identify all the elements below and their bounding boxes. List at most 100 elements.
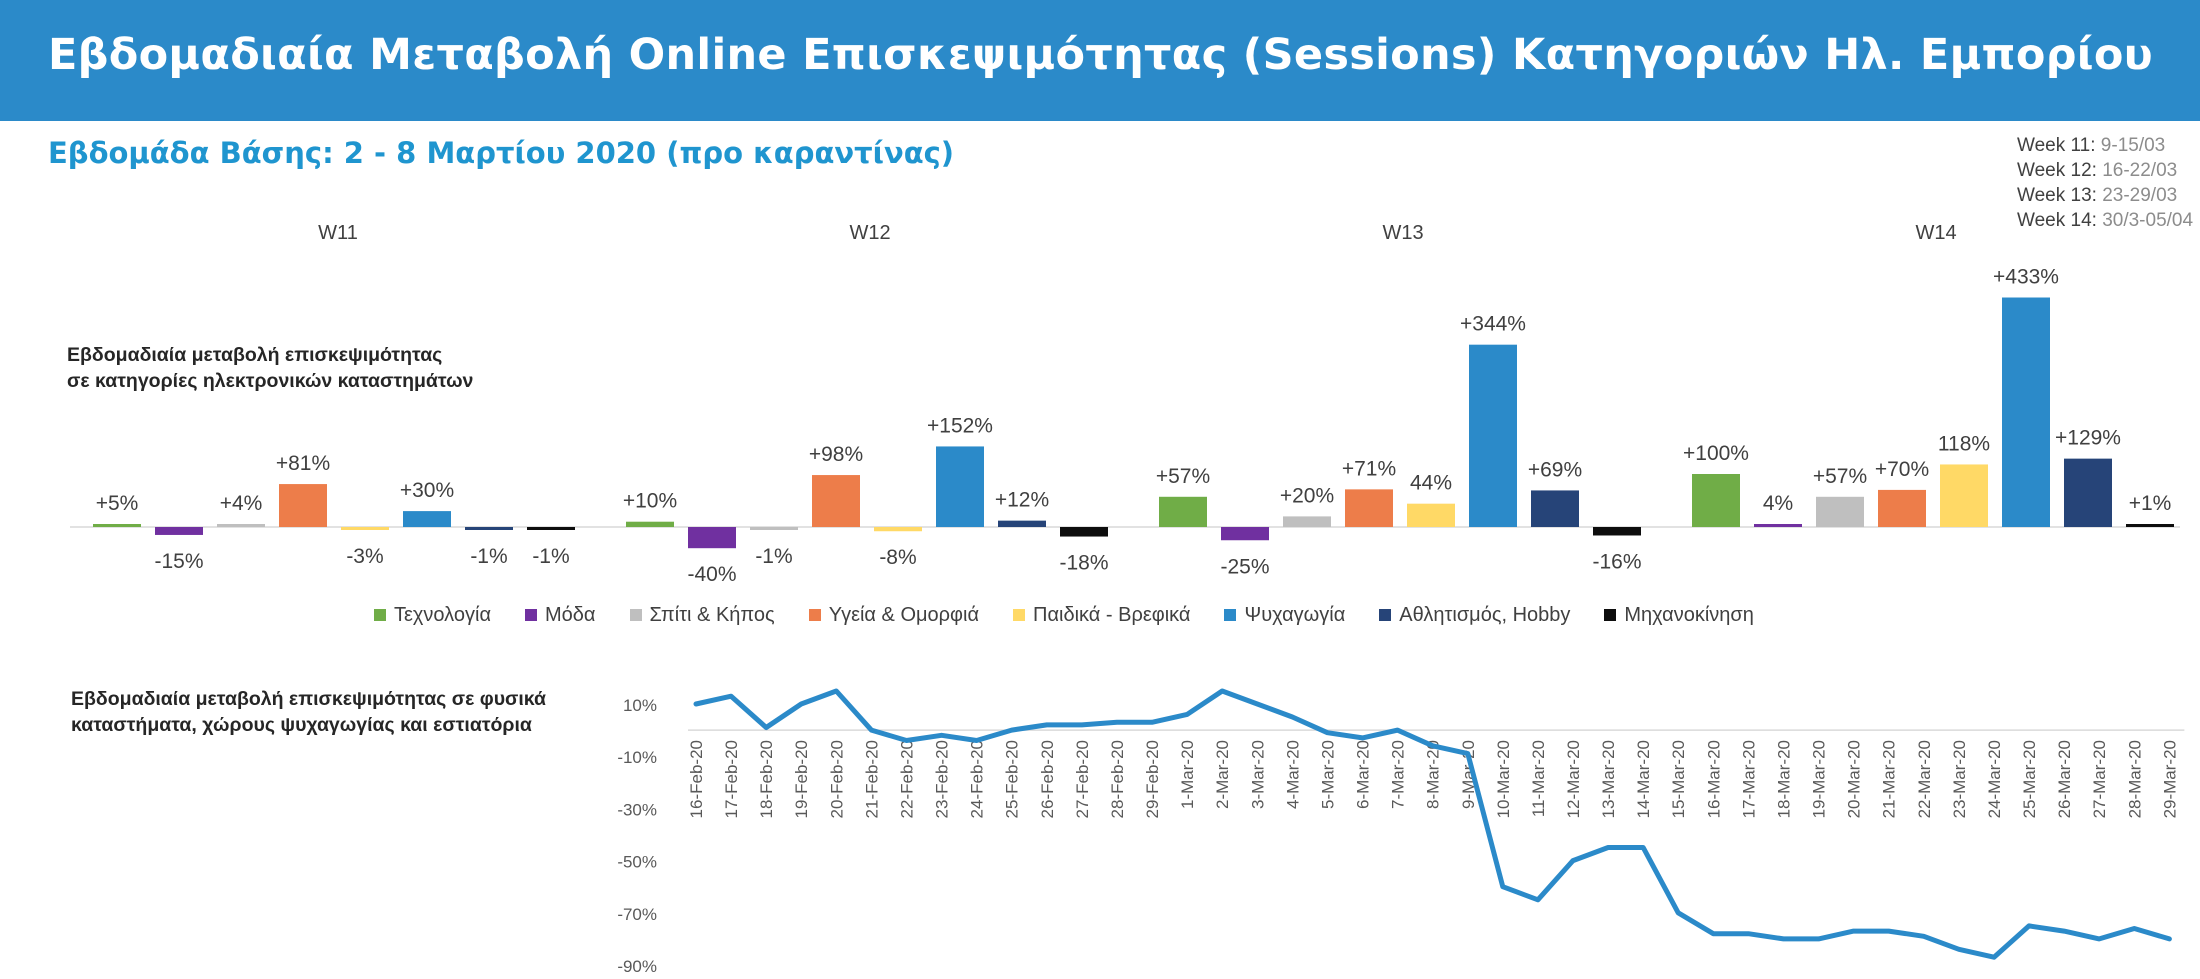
x-tick-label: 17-Mar-20 [1739,740,1758,818]
bar-w13-1 [1221,527,1269,541]
bar-data-label: -16% [1592,550,1641,573]
bar-w11-5 [403,511,451,527]
x-tick-label: 16-Feb-20 [687,740,706,818]
x-tick-label: 3-Mar-20 [1248,740,1267,809]
bar-data-label: +57% [1813,465,1867,488]
legend-swatch [1013,609,1025,621]
x-tick-label: 28-Feb-20 [1108,740,1127,818]
bar-w12-7 [1060,527,1108,537]
week-header-w13: W13 [1382,222,1424,244]
legend-item: Σπίτι & Κήπος [629,603,775,627]
x-tick-label: 5-Mar-20 [1318,740,1337,809]
x-tick-label: 29-Mar-20 [2160,740,2179,818]
week-date-legend: Week 11: 9-15/03 Week 12: 16-22/03 Week … [2017,133,2193,233]
bar-w14-1 [1754,524,1802,527]
legend-swatch [629,609,642,621]
x-tick-label: 15-Mar-20 [1669,740,1688,818]
bar-data-label: -40% [687,563,736,586]
bar-w13-6 [1531,490,1579,527]
x-tick-label: 25-Feb-20 [1003,740,1022,818]
x-tick-label: 24-Feb-20 [968,740,987,818]
x-tick-label: 21-Feb-20 [862,740,881,818]
bar-w11-0 [93,524,141,527]
legend-swatch [1604,609,1617,621]
week-header-w12: W12 [849,222,891,244]
week-header-w14: W14 [1915,222,1957,244]
x-tick-label: 23-Mar-20 [1950,740,1969,818]
bar-data-label: +98% [809,443,863,466]
x-tick-label: 9-Mar-20 [1459,740,1478,809]
x-tick-label: 25-Mar-20 [2020,740,2039,818]
week-header-w11: W11 [318,222,358,244]
bar-data-label: -3% [346,545,383,568]
x-tick-label: 10-Mar-20 [1494,740,1513,818]
bar-data-label: +344% [1460,313,1526,336]
week-legend-item: Week 14: 30/3-05/04 [2017,210,2194,231]
week-legend-item: Week 12: 16-22/03 [2017,160,2178,181]
bar-w12-2 [750,527,798,530]
bar-data-label: 4% [1763,492,1793,515]
bar-data-label: 44% [1410,472,1452,495]
bar-w13-3 [1345,489,1393,527]
bar-chart-label: Εβδομαδιαία μεταβολή επισκεψιμότητας σε … [67,344,474,392]
legend-label: Μόδα [545,603,596,626]
legend-label: Παιδικά - Βρεφικά [1033,603,1191,626]
bar-w13-0 [1159,496,1207,527]
bar-w13-2 [1283,516,1331,527]
bar-data-label: -8% [879,546,916,569]
bar-data-label: +20% [1280,484,1334,507]
bar-w12-6 [998,520,1046,527]
bar-data-label: +100% [1683,442,1749,465]
legend-swatch [525,609,538,621]
x-tick-label: 1-Mar-20 [1178,740,1197,809]
bar-w11-2 [217,524,265,527]
bar-data-label: +71% [1342,457,1396,480]
x-tick-label: 12-Mar-20 [1564,740,1583,818]
x-tick-label: 13-Mar-20 [1599,740,1618,818]
bar-data-label: +81% [276,452,330,475]
bar-w14-4 [1940,464,1988,527]
bar-data-label: -1% [470,545,507,568]
bar-chart: +5% -15% +4% +81% -3% +30% -1% -1% +10% -40% -1% +9… [70,266,2180,586]
bar-w12-0 [626,521,674,527]
legend-label: Υγεία & Ομορφιά [828,603,979,626]
legend-label: Μηχανοκίνηση [1624,603,1754,626]
bar-data-label: -15% [154,550,203,573]
base-week-subtitle: Εβδομάδα Βάσης: 2 - 8 Μαρτίου 2020 (προ … [48,136,955,170]
bar-data-label: +4% [220,492,263,515]
bar-data-label: -1% [532,545,569,568]
y-tick-label: -10% [617,748,657,767]
bar-data-label: +30% [400,479,454,502]
x-tick-label: 20-Mar-20 [1845,740,1864,818]
bar-data-label: +12% [995,489,1049,512]
bar-data-label: +10% [623,490,677,513]
x-tick-label: 27-Mar-20 [2090,740,2109,818]
legend-swatch [1379,609,1392,621]
x-tick-label: 17-Feb-20 [722,740,741,818]
x-tick-label: 23-Feb-20 [933,740,952,818]
bar-w14-5 [2002,297,2050,527]
page-title: Εβδομαδιαία Μεταβολή Online Επισκεψιμότη… [48,30,2154,80]
bar-data-label: +70% [1875,458,1929,481]
x-tick-label: 19-Feb-20 [792,740,811,818]
x-tick-label: 16-Mar-20 [1704,740,1723,818]
x-tick-label: 24-Mar-20 [1985,740,2004,818]
line-series [693,688,2172,960]
week-legend-item: Week 11: 9-15/03 [2017,135,2166,156]
bar-w11-3 [279,484,327,527]
bar-data-label: +152% [927,414,993,437]
bar-data-label: +69% [1528,458,1582,481]
legend-item: Παιδικά - Βρεφικά [1013,604,1190,627]
x-tick-label: 18-Mar-20 [1774,740,1793,818]
bar-data-label: +57% [1156,465,1210,488]
legend-item: Ψυχαγωγία [1224,604,1345,627]
bar-w11-6 [465,527,513,530]
legend-label: Σπίτι & Κήπος [649,603,775,626]
x-tick-label: 7-Mar-20 [1389,740,1408,809]
bar-data-label: -18% [1059,552,1108,575]
bar-w13-4 [1407,503,1455,527]
bar-w13-5 [1469,344,1517,527]
legend-item: Μηχανοκίνηση [1604,603,1754,627]
x-tick-label: 14-Mar-20 [1634,740,1653,818]
bar-data-label: +5% [96,492,139,515]
